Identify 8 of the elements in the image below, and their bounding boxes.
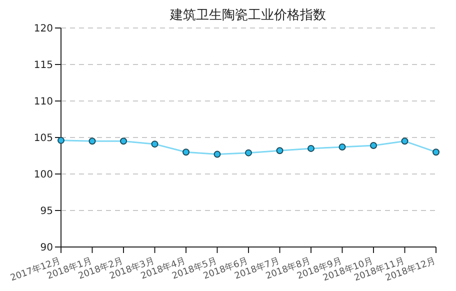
y-tick-label: 115	[34, 60, 53, 72]
chart-title: 建筑卫生陶瓷工业价格指数	[169, 8, 327, 24]
y-tick-label: 110	[34, 96, 53, 108]
y-tick-label: 95	[40, 206, 53, 218]
y-tick-label: 90	[40, 242, 53, 254]
y-tick-label: 105	[34, 133, 53, 144]
y-tick-label: 120	[34, 24, 53, 35]
y-tick-label: 100	[34, 170, 53, 181]
